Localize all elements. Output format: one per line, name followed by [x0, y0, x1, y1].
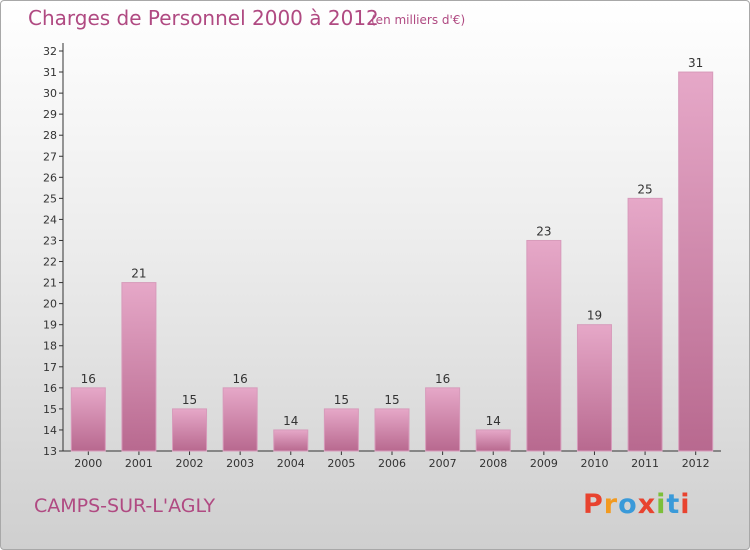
- logo-letter: P: [583, 489, 604, 520]
- bar: [627, 197, 663, 452]
- y-tick-label: 23: [43, 234, 57, 247]
- bar: [273, 429, 309, 452]
- bar: [526, 239, 562, 452]
- y-tick-label: 21: [43, 277, 57, 290]
- bar: [576, 324, 612, 452]
- y-tick-label: 20: [43, 298, 57, 311]
- data-label: 14: [486, 414, 501, 428]
- data-label: 15: [384, 393, 399, 407]
- y-tick-label: 13: [43, 445, 57, 458]
- y-tick-label: 26: [43, 171, 57, 184]
- y-tick-label: 24: [43, 213, 57, 226]
- y-tick-label: 16: [43, 382, 57, 395]
- y-tick-label: 29: [43, 108, 57, 121]
- x-tick-label: 2004: [277, 457, 305, 470]
- y-tick-label: 31: [43, 66, 57, 79]
- bar: [678, 71, 714, 452]
- data-label: 15: [182, 393, 197, 407]
- x-tick-label: 2012: [682, 457, 710, 470]
- y-tick-label: 25: [43, 192, 57, 205]
- x-tick-label: 2001: [125, 457, 153, 470]
- chart-title: Charges de Personnel 2000 à 2012: [28, 6, 379, 30]
- logo-letter: o: [618, 489, 638, 520]
- x-tick-label: 2008: [479, 457, 507, 470]
- bar: [222, 387, 258, 452]
- bar-chart: 13 14 15 16 17 18 19 20 21 22 23 24 25 26 27 28 29 30 31 32…: [43, 43, 721, 470]
- y-tick-label: 19: [43, 319, 57, 332]
- logo-letter: i: [656, 489, 667, 520]
- data-label: 25: [637, 182, 652, 196]
- bar: [475, 429, 511, 452]
- data-label: 19: [587, 309, 602, 323]
- logo-letter: t: [666, 489, 681, 520]
- bar: [121, 282, 157, 452]
- data-label: 15: [334, 393, 349, 407]
- y-tick-label: 30: [43, 87, 57, 100]
- y-tick-label: 14: [43, 424, 57, 437]
- x-tick-label: 2002: [176, 457, 204, 470]
- logo-letter: i: [680, 489, 691, 520]
- data-label: 16: [233, 372, 248, 386]
- x-tick-label: 2009: [530, 457, 558, 470]
- data-label: 16: [81, 372, 96, 386]
- bar: [70, 387, 106, 452]
- x-tick-label: 2000: [74, 457, 102, 470]
- data-label: 23: [536, 224, 551, 238]
- y-tick-label: 28: [43, 129, 57, 142]
- proxiti-logo: Proxiti: [583, 489, 691, 520]
- x-tick-label: 2010: [580, 457, 608, 470]
- bar: [172, 408, 208, 452]
- data-label: 31: [688, 56, 703, 70]
- y-tick-label: 17: [43, 361, 57, 374]
- bar: [323, 408, 359, 452]
- data-label: 21: [131, 267, 146, 281]
- chart-subtitle: (en milliers d'€): [371, 13, 466, 27]
- x-tick-label: 2007: [429, 457, 457, 470]
- y-tick-label: 22: [43, 256, 57, 269]
- bar: [374, 408, 410, 452]
- logo-letter: r: [603, 489, 619, 520]
- x-tick-label: 2006: [378, 457, 406, 470]
- y-tick-label: 27: [43, 150, 57, 163]
- x-tick-label: 2003: [226, 457, 254, 470]
- x-tick-label: 2011: [631, 457, 659, 470]
- x-tick-label: 2005: [327, 457, 355, 470]
- logo-letter: x: [637, 489, 657, 520]
- y-tick-label: 32: [43, 45, 57, 58]
- data-label: 16: [435, 372, 450, 386]
- town-name: CAMPS-SUR-L'AGLY: [34, 495, 216, 517]
- bar: [425, 387, 461, 452]
- y-tick-label: 18: [43, 340, 57, 353]
- y-tick-label: 15: [43, 403, 57, 416]
- data-label: 14: [283, 414, 298, 428]
